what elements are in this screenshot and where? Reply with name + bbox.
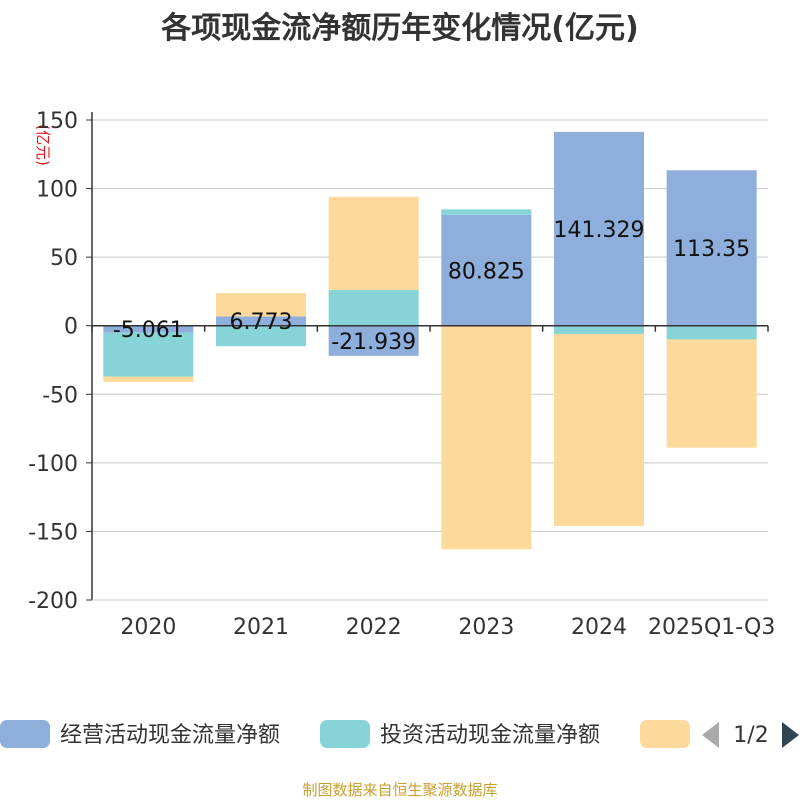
data-label: 113.35 bbox=[673, 237, 750, 262]
axes bbox=[91, 112, 769, 601]
bar-series-2-2023 bbox=[441, 209, 532, 215]
data-labels: -5.061 6.773 -21.939 80.825 141.329 113.35 bbox=[113, 218, 750, 355]
bar-series-3-2025Q1-Q3 bbox=[666, 339, 757, 448]
legend-swatch bbox=[0, 720, 50, 748]
legend-swatch bbox=[320, 720, 370, 748]
bar-series-1-2020 bbox=[103, 325, 194, 333]
chart-title: 各项现金流净额历年变化情况(亿元) bbox=[160, 11, 638, 46]
data-label: -5.061 bbox=[113, 318, 184, 343]
bar-series-3-2022 bbox=[328, 196, 419, 291]
legend-item-3[interactable] bbox=[640, 720, 690, 748]
bar-series-2-2022 bbox=[328, 290, 419, 326]
bar-series-2-2024 bbox=[554, 325, 644, 334]
y-tick-label: -200 bbox=[28, 589, 78, 614]
y-tick-label: 0 bbox=[64, 315, 78, 340]
bar-series-3-2020 bbox=[103, 376, 194, 383]
y-tick-labels: 150 100 50 0 -50 -100 -150 -200 bbox=[28, 109, 78, 614]
y-tick-label: -150 bbox=[28, 520, 78, 545]
bar-series-2-2021 bbox=[216, 325, 306, 347]
bar-series-3-2021 bbox=[216, 293, 306, 317]
legend-item-1[interactable]: 经营活动现金流量净额 bbox=[0, 720, 280, 748]
x-tick-label: 2021 bbox=[233, 615, 289, 640]
x-tick-label: 2020 bbox=[120, 615, 176, 640]
data-label: 80.825 bbox=[448, 259, 525, 284]
legend-next-arrow-icon[interactable] bbox=[782, 722, 799, 748]
data-label: 6.773 bbox=[230, 310, 293, 335]
legend[interactable]: 经营活动现金流量净额 投资活动现金流量净额 1/2 bbox=[0, 720, 799, 748]
y-tick-label: -50 bbox=[42, 383, 78, 408]
bar-series-2-2025Q1-Q3 bbox=[666, 325, 757, 340]
x-tick-label: 2022 bbox=[346, 615, 402, 640]
x-tick-label: 2025Q1-Q3 bbox=[648, 615, 775, 640]
y-tick-label: -100 bbox=[28, 452, 78, 477]
x-tick-labels: 2020 2021 2022 2023 2024 2025Q1-Q3 bbox=[120, 615, 775, 640]
bars bbox=[103, 131, 757, 550]
y-tick-label: 50 bbox=[50, 246, 78, 271]
legend-prev-arrow-icon[interactable] bbox=[702, 722, 719, 748]
x-tick-label: 2023 bbox=[458, 615, 514, 640]
bar-series-1-2022 bbox=[328, 325, 419, 356]
legend-label: 投资活动现金流量净额 bbox=[380, 723, 600, 748]
legend-swatch bbox=[640, 720, 690, 748]
y-tick-label: 150 bbox=[36, 109, 78, 134]
legend-page-indicator: 1/2 bbox=[733, 723, 768, 748]
bar-series-1-2024 bbox=[554, 131, 644, 326]
bar-series-3-2024 bbox=[554, 333, 644, 526]
bar-series-1-2023 bbox=[441, 214, 532, 326]
bar-series-2-2020 bbox=[103, 332, 194, 377]
bar-series-1-2025Q1-Q3 bbox=[666, 170, 757, 326]
data-label: -21.939 bbox=[331, 330, 416, 355]
bar-series-3-2023 bbox=[441, 325, 532, 550]
x-tick-label: 2024 bbox=[571, 615, 627, 640]
y-axis-unit-label: (亿元) bbox=[34, 124, 52, 166]
legend-label: 经营活动现金流量净额 bbox=[60, 723, 280, 748]
bar-series-1-2021 bbox=[216, 316, 306, 326]
y-tick-label: 100 bbox=[36, 178, 78, 203]
source-note: 制图数据来自恒生聚源数据库 bbox=[302, 781, 497, 799]
legend-item-2[interactable]: 投资活动现金流量净额 bbox=[320, 720, 600, 748]
data-label: 141.329 bbox=[554, 218, 645, 243]
